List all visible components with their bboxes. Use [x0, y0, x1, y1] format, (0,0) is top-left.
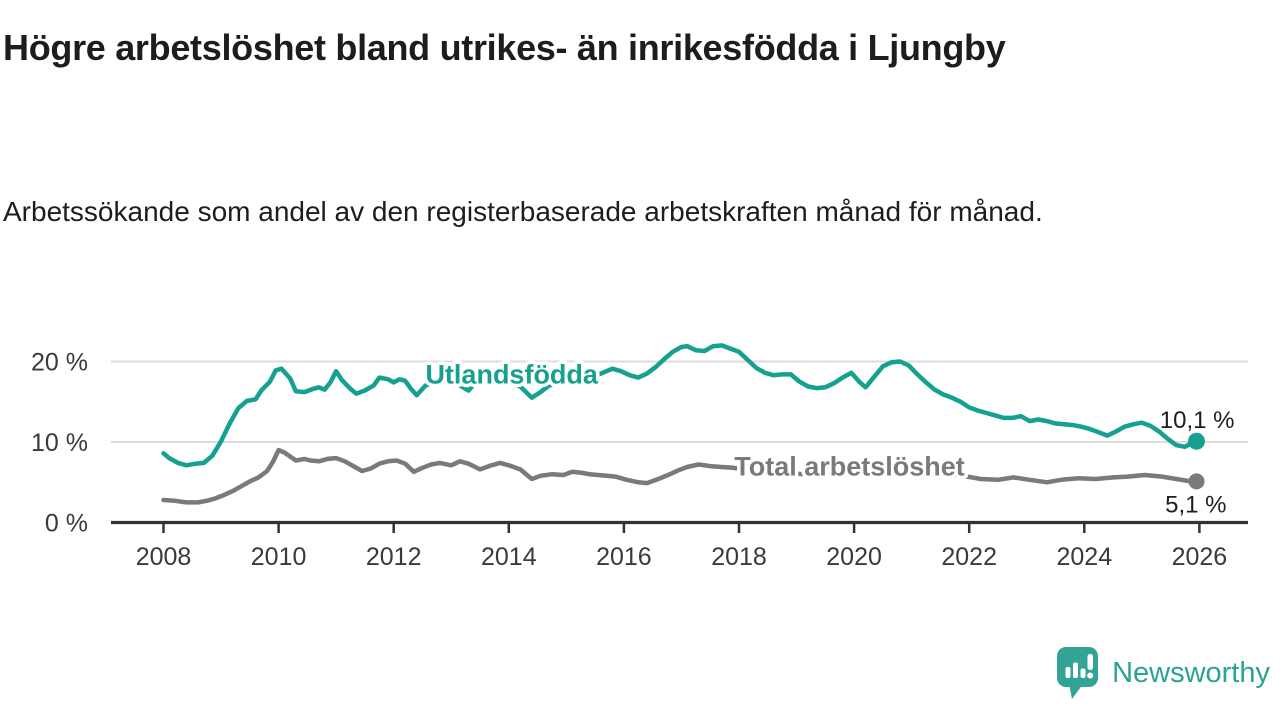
y-axis-label: 20 % — [31, 349, 88, 377]
x-axis-label: 2016 — [596, 543, 652, 571]
x-axis-label: 2018 — [711, 543, 767, 571]
page-title: Högre arbetslöshet bland utrikes- än inr… — [3, 27, 1006, 68]
unemployment-line-chart: 0 % 10 % 20 % 2008 2010 2012 2014 2016 2018 2020 2… — [31, 343, 1248, 571]
utlandsfodda-end-dot — [1188, 432, 1205, 450]
x-axis-label: 2012 — [366, 543, 422, 571]
newsworthy-logo-text: Newsworthy — [1112, 656, 1270, 689]
x-axis-label: 2026 — [1172, 543, 1228, 571]
y-axis-label: 10 % — [31, 429, 88, 457]
x-axis-label: 2008 — [136, 543, 192, 571]
x-axis-label: 2024 — [1056, 543, 1112, 571]
total-arbetsloshet-series-label: Total arbetslöshet — [734, 452, 965, 482]
total-arbetsloshet-line — [161, 447, 1199, 505]
chart-subtitle: Arbetssökande som andel av den registerb… — [3, 196, 1043, 227]
utlandsfodda-line — [161, 343, 1199, 468]
total-arbetsloshet-end-value: 5,1 % — [1165, 491, 1226, 518]
utlandsfodda-end-value: 10,1 % — [1160, 407, 1235, 434]
x-axis-label: 2014 — [481, 543, 537, 571]
x-axis-label: 2022 — [941, 543, 997, 571]
total-arbetsloshet-end-dot — [1188, 473, 1205, 490]
y-axis-label: 0 % — [45, 510, 88, 538]
utlandsfodda-series-label: Utlandsfödda — [425, 359, 598, 389]
newsworthy-logo: Newsworthy — [1056, 645, 1270, 701]
x-axis-label: 2020 — [826, 543, 882, 571]
newsworthy-logo-icon — [1057, 647, 1099, 699]
x-axis-label: 2010 — [251, 543, 307, 571]
